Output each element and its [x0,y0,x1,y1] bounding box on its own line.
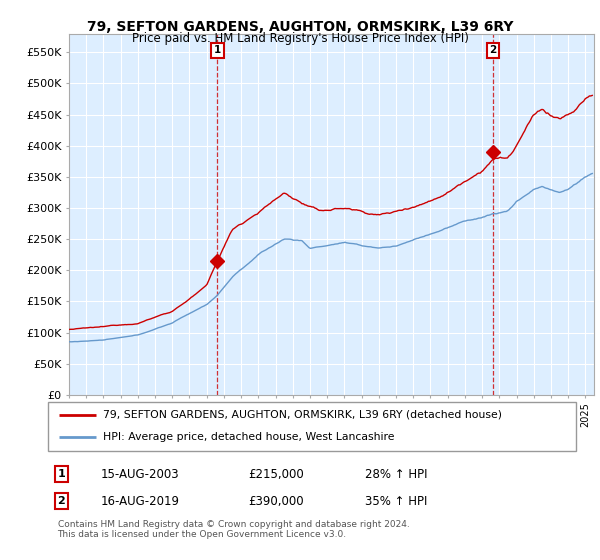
Text: 1: 1 [58,469,65,479]
Text: £390,000: £390,000 [248,494,304,507]
Text: 79, SEFTON GARDENS, AUGHTON, ORMSKIRK, L39 6RY: 79, SEFTON GARDENS, AUGHTON, ORMSKIRK, L… [87,20,513,34]
FancyBboxPatch shape [48,402,576,451]
Text: 28% ↑ HPI: 28% ↑ HPI [365,468,427,481]
Text: £215,000: £215,000 [248,468,304,481]
Text: 2: 2 [58,496,65,506]
Text: 15-AUG-2003: 15-AUG-2003 [101,468,179,481]
Text: 35% ↑ HPI: 35% ↑ HPI [365,494,427,507]
Text: HPI: Average price, detached house, West Lancashire: HPI: Average price, detached house, West… [103,432,395,442]
Text: Price paid vs. HM Land Registry's House Price Index (HPI): Price paid vs. HM Land Registry's House … [131,32,469,45]
Text: 2: 2 [489,45,496,55]
Text: 79, SEFTON GARDENS, AUGHTON, ORMSKIRK, L39 6RY (detached house): 79, SEFTON GARDENS, AUGHTON, ORMSKIRK, L… [103,410,502,420]
Text: Contains HM Land Registry data © Crown copyright and database right 2024.
This d: Contains HM Land Registry data © Crown c… [58,520,409,539]
Text: 16-AUG-2019: 16-AUG-2019 [101,494,180,507]
Text: 1: 1 [214,45,221,55]
